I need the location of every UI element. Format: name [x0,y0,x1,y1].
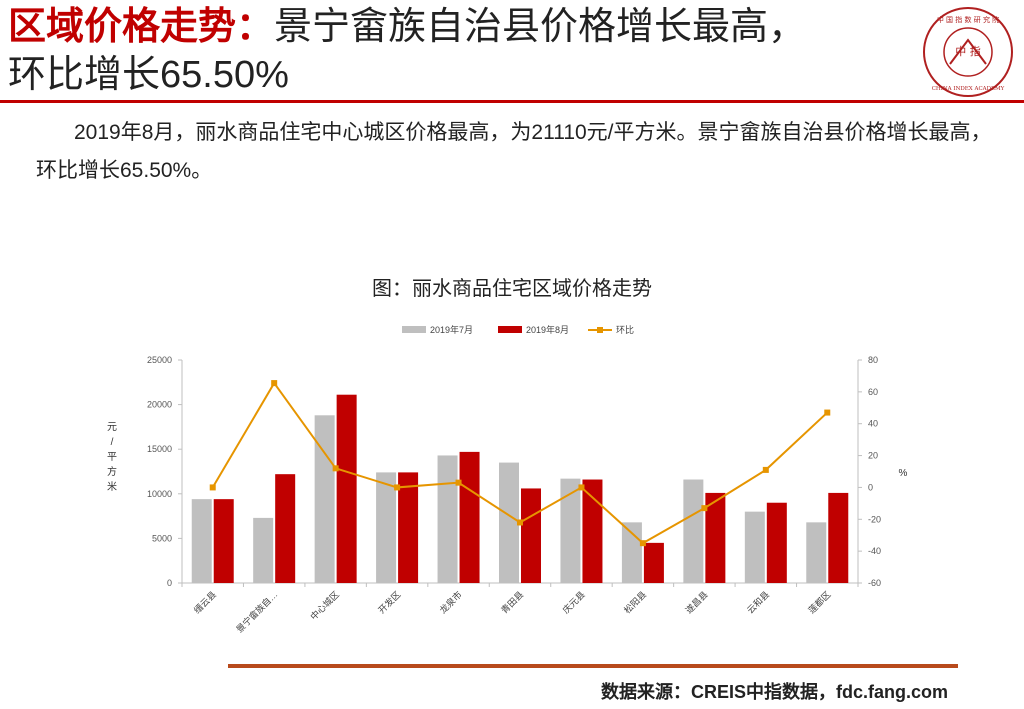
y-left-label-char: / [111,437,114,448]
x-tick-label: 青田县 [499,589,526,616]
left-tick-label: 0 [167,578,172,588]
bar-jul-1 [253,517,274,583]
x-tick-label: 庆元县 [560,589,587,616]
bar-aug-9 [766,502,787,583]
mom-point-1 [271,380,278,387]
mom-point-2 [332,465,339,472]
logo-ring-bottom: CHINA INDEX ACADEMY [932,86,1005,92]
left-tick-label: 5000 [152,533,172,543]
china-index-academy-logo: 中 指 中 国 指 数 研 究 院 CHINA INDEX ACADEMY [923,7,1013,97]
bar-jul-7 [621,522,642,583]
mom-point-9 [762,466,769,473]
mom-point-4 [455,479,462,486]
x-tick-label: 龙泉市 [437,589,464,616]
chart-title: 图：丽水商品住宅区域价格走势 [372,278,652,300]
bar-jul-5 [499,462,519,583]
right-tick-label: 80 [868,355,878,365]
left-tick-label: 25000 [147,355,172,365]
left-tick-label: 20000 [147,400,172,410]
right-tick-label: 40 [868,419,878,429]
title-divider [0,100,1024,103]
y-left-label-char: 元 [107,422,117,433]
x-tick-label: 缙云县 [191,589,218,616]
bar-aug-5 [521,488,541,583]
legend-swatch-aug [498,326,522,333]
bar-aug-0 [213,499,234,583]
price-trend-chart: 0 5000 10000 15000 20000 25000 -60 -40 -20 0 20 40 6… [107,324,908,635]
title-accent: 区域价格走势： [8,6,275,48]
bar-aug-1 [275,474,296,583]
x-tick-label: 云和县 [745,589,771,615]
bar-jul-9 [744,511,765,583]
right-tick-label: -20 [868,514,881,524]
mom-point-8 [701,505,708,512]
y-left-label-char: 米 [107,480,117,493]
footer-divider [228,664,958,668]
right-tick-label: 60 [868,387,878,397]
x-tick-label: 遂昌县 [683,589,710,616]
left-tick-label: 15000 [147,444,172,454]
mom-point-10 [824,409,831,416]
right-tick-label: 0 [868,482,873,492]
mom-line [211,381,828,545]
left-tick-label: 10000 [147,489,172,499]
bar-aug-3 [398,472,419,583]
x-tick-label: 景宁畲族自… [234,589,280,635]
bar-jul-10 [806,522,827,583]
bar-jul-3 [376,472,397,583]
mom-point-5 [517,519,523,526]
mom-point-6 [578,484,585,491]
bar-jul-2 [314,415,335,583]
legend-label-jul: 2019年7月 [430,324,473,335]
x-tick-label: 中心城区 [308,589,341,622]
x-tick-label: 开发区 [376,589,403,616]
right-tick-label: -40 [868,546,881,556]
legend-marker-mom [597,327,603,333]
y-left-label-char: 方 [107,465,117,478]
bar-jul-6 [560,478,581,583]
bar-aug-10 [828,492,849,583]
summary-paragraph: 2019年8月，丽水商品住宅中心城区价格最高，为21110元/平方米。景宁畲族自… [36,121,992,182]
x-tick-label: 莲都区 [806,589,833,616]
legend-swatch-jul [402,326,426,333]
mom-point-0 [209,484,216,491]
right-tick-label: 20 [868,451,878,461]
legend-label-mom: 环比 [616,324,634,335]
bar-jul-0 [191,499,212,583]
title-rest: 景宁畲族自治县价格增长最高， [274,6,807,48]
bar-jul-8 [683,479,704,583]
right-tick-label: -60 [868,578,881,588]
page-title: 区域价格走势：景宁畲族自治县价格增长最高， [8,4,806,50]
data-source: 数据来源：CREIS中指数据，fdc.fang.com [600,682,948,702]
page-title-line2: 环比增长65.50% [8,54,289,96]
legend-label-aug: 2019年8月 [526,324,569,335]
mom-point-7 [639,540,646,547]
bar-aug-8 [705,492,726,583]
bar-aug-4 [459,451,480,583]
y-right-label: % [899,468,908,479]
mom-point-3 [394,484,401,491]
x-tick-label: 松阳县 [621,589,648,616]
bar-aug-7 [643,542,664,583]
bar-aug-6 [582,479,603,583]
logo-ring-top: 中 国 指 数 研 究 院 [937,15,999,24]
bar-jul-4 [437,455,458,583]
bar-aug-2 [336,394,357,583]
logo-center-text: 中 指 [955,44,981,58]
y-left-label-char: 平 [107,452,117,463]
